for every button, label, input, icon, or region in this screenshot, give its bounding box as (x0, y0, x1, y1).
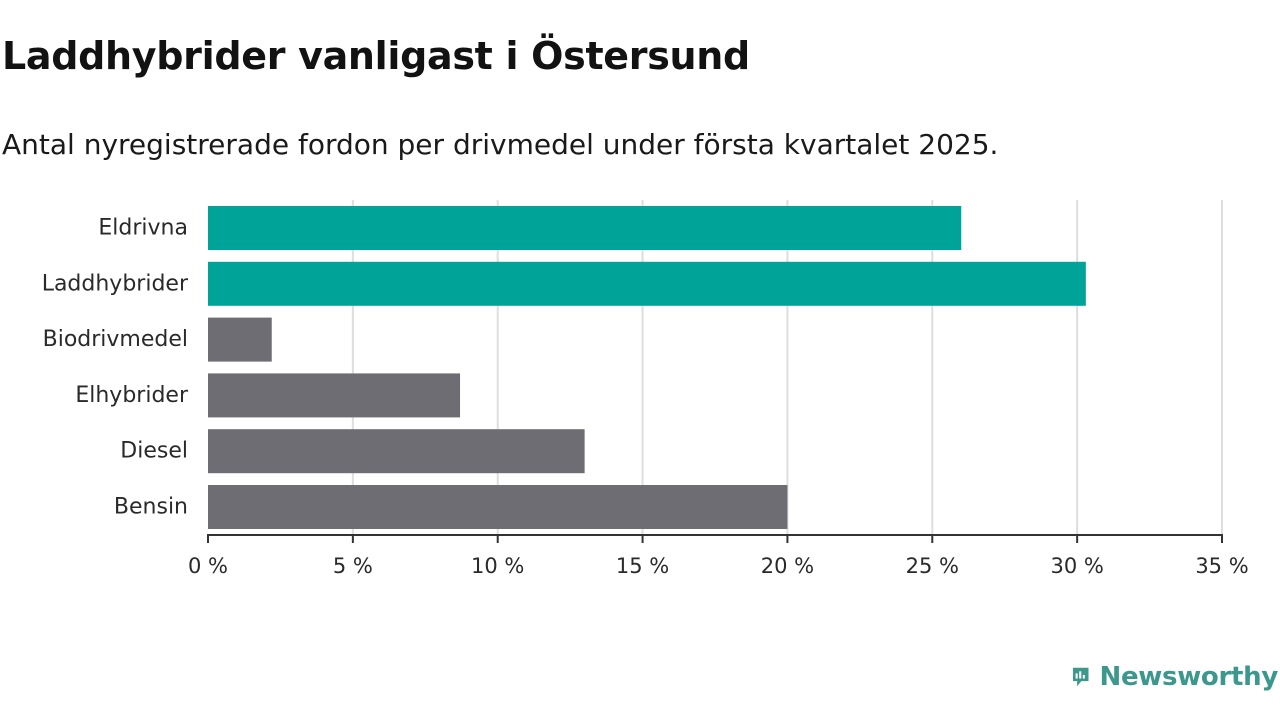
category-label-eldrivna: Eldrivna (98, 216, 188, 241)
category-label-diesel: Diesel (120, 439, 188, 464)
x-tick-label-25: 25 % (906, 554, 959, 578)
chart-title: Laddhybrider vanligast i Östersund (2, 34, 750, 78)
chart-subtitle: Antal nyregistrerade fordon per drivmede… (2, 128, 999, 161)
brand-name: Newsworthy (1099, 662, 1279, 692)
x-tick-label-0: 0 % (188, 554, 228, 578)
x-tick-label-30: 30 % (1050, 554, 1103, 578)
bar-biodrivmedel (208, 317, 272, 362)
x-tick-label-15: 15 % (616, 554, 669, 578)
bar-elhybrider (208, 373, 461, 418)
bar-laddhybrider (208, 261, 1086, 306)
category-label-bensin: Bensin (114, 495, 188, 520)
category-label-biodrivmedel: Biodrivmedel (43, 327, 188, 352)
bar-bensin (208, 485, 788, 529)
bar-chart: Eldrivna Laddhybrider Biodrivmedel Elhybrid… (42, 200, 1249, 578)
x-tick-label-10: 10 % (471, 554, 524, 578)
category-label-laddhybrider: Laddhybrider (42, 271, 189, 296)
x-tick-label-35: 35 % (1195, 554, 1248, 578)
category-label-elhybrider: Elhybrider (75, 383, 189, 408)
newsworthy-logo: Newsworthy (1072, 656, 1278, 698)
x-tick-label-20: 20 % (761, 554, 814, 578)
bar-eldrivna (208, 206, 962, 250)
bar-chart-speech-bubble-icon (1073, 667, 1089, 687)
x-tick-label-5: 5 % (333, 554, 373, 578)
bar-diesel (208, 429, 585, 474)
